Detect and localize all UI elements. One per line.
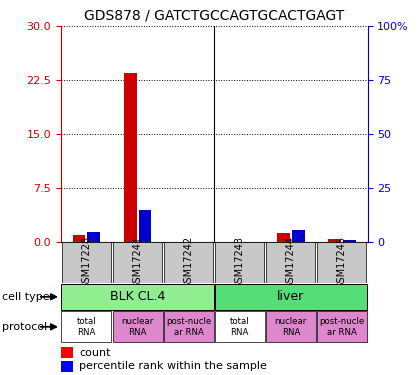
Bar — [343, 240, 356, 242]
Bar — [215, 242, 264, 283]
Bar — [277, 233, 290, 242]
Text: GSM17243: GSM17243 — [235, 236, 245, 289]
Title: GDS878 / GATCTGCCAGTGCACTGAGT: GDS878 / GATCTGCCAGTGCACTGAGT — [84, 8, 344, 22]
Bar — [113, 242, 162, 283]
Text: GSM17241: GSM17241 — [133, 236, 142, 289]
Bar — [317, 311, 367, 342]
Text: post-nucle
ar RNA: post-nucle ar RNA — [319, 317, 365, 336]
Bar — [61, 284, 214, 310]
Bar — [318, 242, 367, 283]
Bar — [215, 311, 265, 342]
Text: total
RNA: total RNA — [230, 317, 249, 336]
Text: liver: liver — [277, 290, 304, 303]
Text: total
RNA: total RNA — [76, 317, 96, 336]
Bar — [266, 311, 316, 342]
Text: nuclear
RNA: nuclear RNA — [275, 317, 307, 336]
Text: nuclear
RNA: nuclear RNA — [121, 317, 154, 336]
Bar — [61, 347, 73, 358]
Text: GSM17242: GSM17242 — [184, 236, 194, 289]
Bar — [124, 73, 136, 242]
Text: post-nucle
ar RNA: post-nucle ar RNA — [166, 317, 211, 336]
Bar — [87, 232, 100, 242]
Text: protocol: protocol — [2, 322, 47, 332]
Bar — [73, 235, 85, 242]
Text: BLK CL.4: BLK CL.4 — [110, 290, 165, 303]
Text: GSM17228: GSM17228 — [81, 236, 92, 289]
Bar — [62, 242, 111, 283]
Bar — [113, 311, 163, 342]
Bar — [266, 242, 315, 283]
Bar — [61, 311, 111, 342]
Bar — [139, 210, 151, 242]
Bar — [164, 311, 214, 342]
Bar — [164, 242, 213, 283]
Text: count: count — [79, 348, 111, 358]
Bar — [215, 284, 367, 310]
Bar — [328, 239, 341, 242]
Text: cell type: cell type — [2, 292, 50, 302]
Bar — [292, 230, 304, 242]
Text: GSM17245: GSM17245 — [337, 236, 347, 289]
Bar — [61, 361, 73, 372]
Text: percentile rank within the sample: percentile rank within the sample — [79, 362, 267, 371]
Text: GSM17244: GSM17244 — [286, 236, 296, 289]
